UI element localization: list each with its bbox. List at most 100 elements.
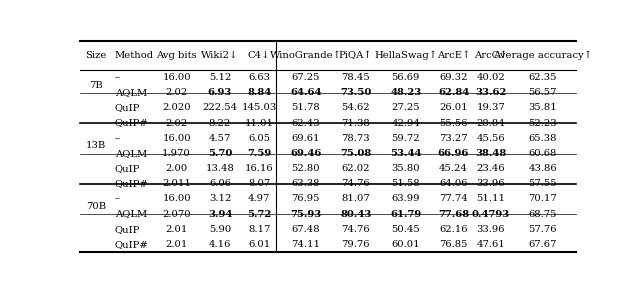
Text: 2.070: 2.070 — [162, 209, 191, 219]
Text: 69.32: 69.32 — [439, 73, 468, 82]
Text: 77.68: 77.68 — [438, 209, 469, 219]
Text: 6.63: 6.63 — [248, 73, 270, 82]
Text: 33.96: 33.96 — [477, 225, 505, 234]
Text: 70B: 70B — [86, 202, 106, 211]
Text: 40.02: 40.02 — [477, 73, 506, 82]
Text: 222.54: 222.54 — [202, 103, 237, 112]
Text: 47.61: 47.61 — [477, 240, 506, 249]
Text: 4.16: 4.16 — [209, 240, 231, 249]
Text: 52.23: 52.23 — [529, 119, 557, 128]
Text: 61.79: 61.79 — [390, 209, 422, 219]
Text: Wiki2↓: Wiki2↓ — [202, 51, 239, 60]
Text: 56.69: 56.69 — [392, 73, 420, 82]
Text: 6.93: 6.93 — [208, 88, 232, 97]
Text: 51.58: 51.58 — [392, 179, 420, 188]
Text: 48.23: 48.23 — [390, 88, 422, 97]
Text: 80.43: 80.43 — [340, 209, 371, 219]
Text: 3.12: 3.12 — [209, 194, 231, 203]
Text: 2.011: 2.011 — [162, 179, 191, 188]
Text: 77.74: 77.74 — [439, 194, 468, 203]
Text: 16.16: 16.16 — [245, 164, 273, 173]
Text: 67.67: 67.67 — [529, 240, 557, 249]
Text: 66.96: 66.96 — [438, 149, 469, 158]
Text: 2.00: 2.00 — [165, 164, 188, 173]
Text: 76.85: 76.85 — [439, 240, 468, 249]
Text: 62.43: 62.43 — [291, 119, 320, 128]
Text: 42.94: 42.94 — [392, 119, 420, 128]
Text: –: – — [115, 73, 120, 82]
Text: 73.50: 73.50 — [340, 88, 371, 97]
Text: AQLM: AQLM — [115, 209, 147, 219]
Text: Avg bits: Avg bits — [156, 51, 197, 60]
Text: QuIP#: QuIP# — [115, 119, 148, 128]
Text: 75.93: 75.93 — [290, 209, 321, 219]
Text: 59.72: 59.72 — [392, 134, 420, 143]
Text: 64.64: 64.64 — [290, 88, 321, 97]
Text: 60.01: 60.01 — [392, 240, 420, 249]
Text: –: – — [115, 194, 120, 203]
Text: ArcC↑: ArcC↑ — [474, 51, 508, 60]
Text: AQLM: AQLM — [115, 88, 147, 97]
Text: 0.4793: 0.4793 — [472, 209, 510, 219]
Text: 57.55: 57.55 — [529, 179, 557, 188]
Text: 67.48: 67.48 — [291, 225, 320, 234]
Text: 60.68: 60.68 — [529, 149, 557, 158]
Text: 6.06: 6.06 — [209, 179, 231, 188]
Text: 1.970: 1.970 — [162, 149, 191, 158]
Text: 16.00: 16.00 — [162, 73, 191, 82]
Text: 8.07: 8.07 — [248, 179, 270, 188]
Text: –: – — [115, 134, 120, 143]
Text: 5.90: 5.90 — [209, 225, 231, 234]
Text: 74.76: 74.76 — [342, 179, 370, 188]
Text: 62.02: 62.02 — [342, 164, 370, 173]
Text: 52.80: 52.80 — [291, 164, 320, 173]
Text: 2.01: 2.01 — [165, 240, 188, 249]
Text: 69.46: 69.46 — [290, 149, 321, 158]
Text: 5.12: 5.12 — [209, 73, 231, 82]
Text: 50.45: 50.45 — [392, 225, 420, 234]
Text: 2.01: 2.01 — [165, 225, 188, 234]
Text: 27.25: 27.25 — [392, 103, 420, 112]
Text: QuIP: QuIP — [115, 225, 140, 234]
Text: 38.48: 38.48 — [476, 149, 506, 158]
Text: Average accuracy↑: Average accuracy↑ — [493, 51, 593, 60]
Text: 28.84: 28.84 — [477, 119, 506, 128]
Text: 53.44: 53.44 — [390, 149, 422, 158]
Text: 2.02: 2.02 — [165, 119, 188, 128]
Text: 78.45: 78.45 — [341, 73, 370, 82]
Text: 19.37: 19.37 — [477, 103, 506, 112]
Text: 51.11: 51.11 — [476, 194, 506, 203]
Text: 2.020: 2.020 — [162, 103, 191, 112]
Text: 70.17: 70.17 — [529, 194, 557, 203]
Text: 16.00: 16.00 — [162, 194, 191, 203]
Text: 67.25: 67.25 — [291, 73, 320, 82]
Text: QuIP#: QuIP# — [115, 240, 148, 249]
Text: 35.81: 35.81 — [529, 103, 557, 112]
Text: 43.86: 43.86 — [529, 164, 557, 173]
Text: 13.48: 13.48 — [205, 164, 234, 173]
Text: 8.17: 8.17 — [248, 225, 270, 234]
Text: 55.56: 55.56 — [439, 119, 468, 128]
Text: 35.80: 35.80 — [392, 164, 420, 173]
Text: 68.75: 68.75 — [529, 209, 557, 219]
Text: Method: Method — [115, 51, 154, 60]
Text: 64.06: 64.06 — [439, 179, 468, 188]
Text: 51.78: 51.78 — [291, 103, 320, 112]
Text: QuIP#: QuIP# — [115, 179, 148, 188]
Text: Size: Size — [85, 51, 106, 60]
Text: 5.70: 5.70 — [208, 149, 232, 158]
Text: 16.00: 16.00 — [162, 134, 191, 143]
Text: 63.99: 63.99 — [392, 194, 420, 203]
Text: 8.22: 8.22 — [209, 119, 231, 128]
Text: 33.62: 33.62 — [476, 88, 507, 97]
Text: 11.01: 11.01 — [244, 119, 274, 128]
Text: 69.61: 69.61 — [291, 134, 320, 143]
Text: 57.76: 57.76 — [529, 225, 557, 234]
Text: QuIP: QuIP — [115, 164, 140, 173]
Text: 6.01: 6.01 — [248, 240, 270, 249]
Text: 23.46: 23.46 — [477, 164, 505, 173]
Text: 62.16: 62.16 — [439, 225, 468, 234]
Text: 33.96: 33.96 — [477, 179, 505, 188]
Text: AQLM: AQLM — [115, 149, 147, 158]
Text: HellaSwag↑: HellaSwag↑ — [374, 51, 437, 60]
